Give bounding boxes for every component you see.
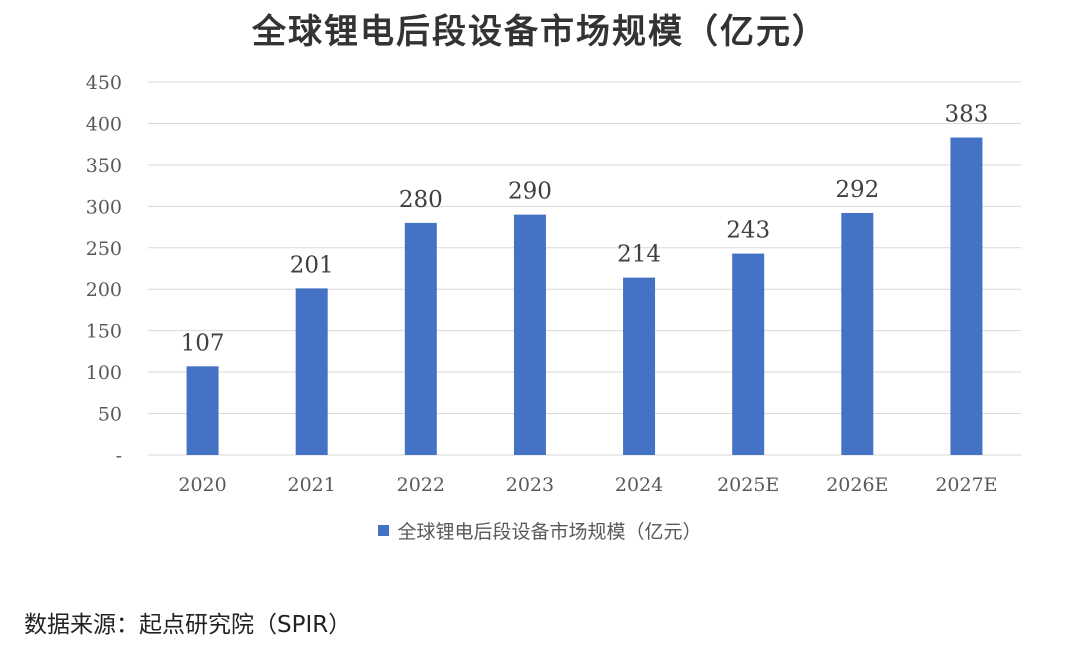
- y-tick-label: 400: [86, 113, 122, 135]
- data-label: 243: [726, 218, 770, 244]
- data-label: 201: [290, 252, 334, 278]
- y-tick-label: 200: [86, 279, 122, 301]
- bars: [186, 137, 983, 455]
- y-tick-label: -: [116, 445, 122, 467]
- data-label: 290: [508, 179, 552, 205]
- y-tick-label: 150: [86, 321, 122, 343]
- bar: [513, 214, 546, 455]
- bar: [295, 288, 328, 455]
- legend-label: 全球锂电后段设备市场规模（亿元）: [397, 521, 702, 543]
- x-tick-label: 2022: [397, 474, 445, 496]
- x-tick-label: 2024: [615, 474, 663, 496]
- x-tick-label: 2027E: [935, 474, 997, 496]
- y-tick-label: 250: [86, 238, 122, 260]
- x-tick-label: 2025E: [717, 474, 779, 496]
- x-tick-label: 2021: [288, 474, 336, 496]
- y-tick-label: 100: [86, 362, 122, 384]
- y-tick-label: 50: [98, 404, 122, 426]
- data-label: 214: [617, 242, 661, 268]
- y-axis-ticks: - 50 100 150 200 250 300 350 400 450: [86, 72, 122, 467]
- y-tick-label: 450: [86, 72, 122, 94]
- legend-swatch: [378, 525, 390, 536]
- bar: [186, 366, 219, 455]
- data-label: 107: [181, 330, 225, 356]
- bar: [841, 212, 874, 455]
- gridlines: [148, 81, 1021, 456]
- bar: [623, 277, 656, 455]
- bar: [950, 137, 983, 455]
- x-tick-label: 2023: [506, 474, 554, 496]
- x-tick-label: 2026E: [826, 474, 888, 496]
- bar: [404, 222, 437, 455]
- data-label: 280: [399, 187, 443, 213]
- data-label: 383: [944, 102, 988, 128]
- x-tick-label: 2020: [178, 474, 226, 496]
- y-tick-label: 350: [86, 155, 122, 177]
- data-labels: 107 201 280 290 214 243 292 383: [181, 102, 989, 357]
- y-tick-label: 300: [86, 196, 122, 218]
- x-axis-ticks: 2020 2021 2022 2023 2024 2025E 2026E 2027E: [178, 474, 997, 496]
- data-label: 292: [835, 177, 879, 203]
- bar: [732, 253, 765, 455]
- legend: 全球锂电后段设备市场规模（亿元）: [0, 517, 1080, 544]
- chart-title: 全球锂电后段设备市场规模（亿元）: [252, 12, 828, 52]
- source-note: 数据来源：起点研究院（SPIR）: [24, 612, 352, 638]
